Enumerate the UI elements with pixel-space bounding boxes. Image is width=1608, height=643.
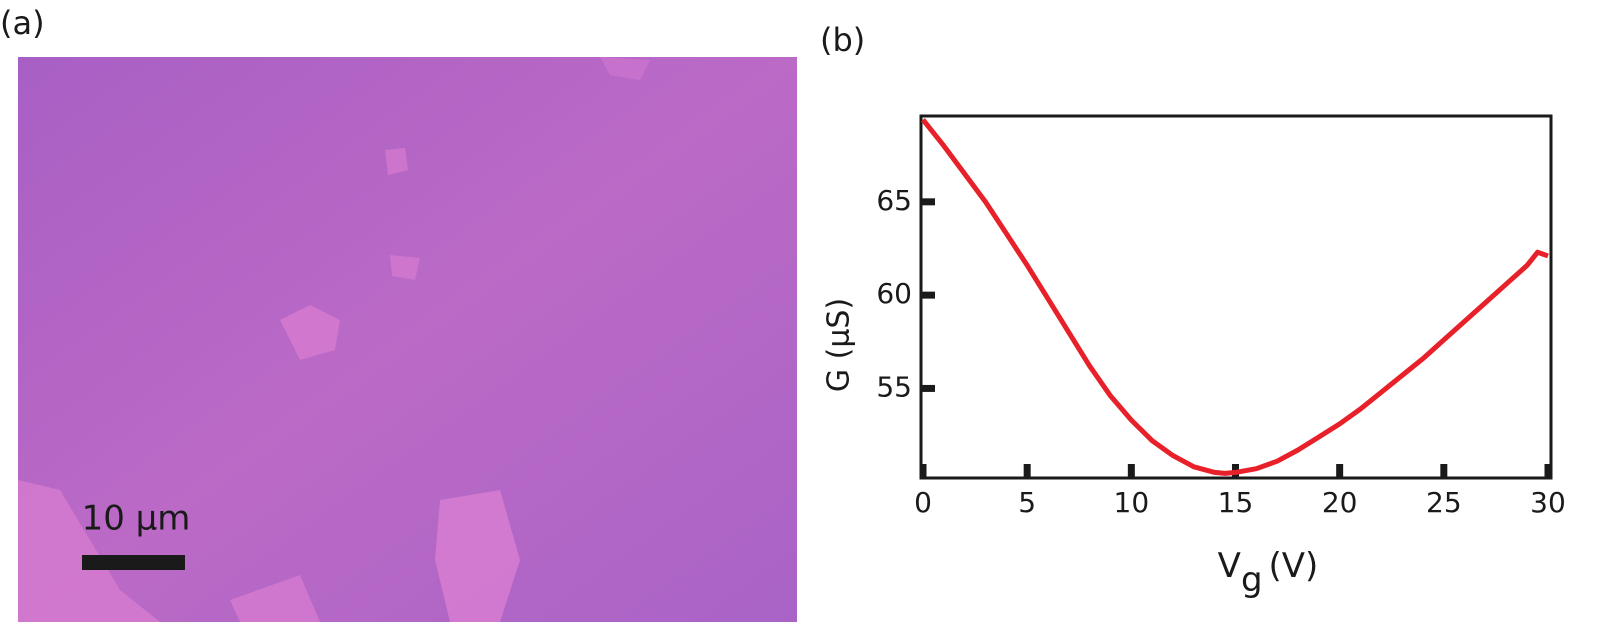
x-label-subscript: g: [1241, 560, 1263, 600]
plot-frame: [919, 114, 1553, 480]
x-tick-label: 25: [1426, 486, 1462, 519]
x-tick-label: 5: [1018, 486, 1036, 519]
y-tick-label: 65: [876, 184, 912, 217]
panel-label: (a): [0, 4, 45, 42]
y-tick-label: 55: [876, 370, 912, 403]
x-tick-label: 0: [914, 486, 932, 519]
panel-label: (b): [820, 21, 865, 59]
x-tick-label: 15: [1218, 486, 1254, 519]
x-tick-label: 20: [1322, 486, 1358, 519]
x-label-unit: (V): [1269, 546, 1319, 586]
x-axis-label: Vg (V): [1218, 546, 1319, 600]
x-label-main: V: [1218, 546, 1241, 586]
scale-bar: [82, 555, 185, 570]
scale-bar-label: 10 µm: [82, 499, 191, 539]
micrograph: [18, 57, 797, 622]
data-line: [921, 118, 1549, 476]
y-axis-label: G (µS): [822, 298, 857, 392]
x-tick-label: 10: [1114, 486, 1150, 519]
x-tick-label: 30: [1530, 486, 1566, 519]
y-tick-label: 60: [876, 277, 912, 310]
